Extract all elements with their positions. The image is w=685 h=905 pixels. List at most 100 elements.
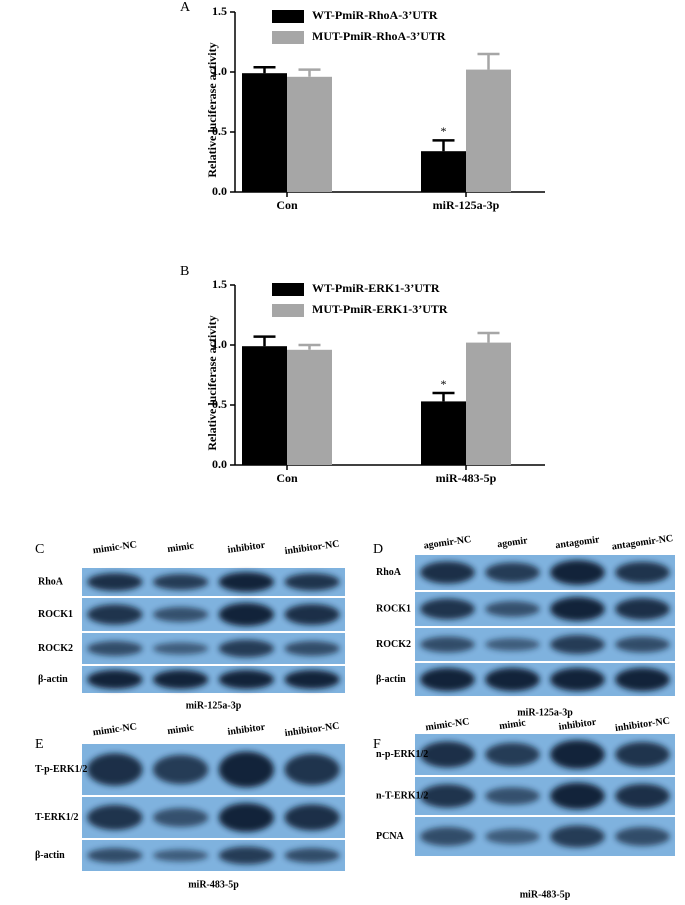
row-label: β-actin [376,674,406,685]
band [485,562,540,583]
band [87,753,143,786]
y-axis-label: Relative luciferase activity [205,42,219,177]
row-label: T-ERK1/2 [35,812,79,823]
y-tick-label: 1.5 [212,4,227,18]
band [284,573,340,591]
band [485,787,540,805]
band [284,753,340,786]
band [284,603,340,626]
legend-label: MUT-PmiR-RhoA-3’UTR [312,29,446,43]
blot-caption: miR-125a-3p [186,700,242,711]
lane-label: inhibitor-NC [284,721,340,740]
band [153,606,209,623]
lane-label: inhibitor [227,540,267,556]
band [153,808,209,827]
panel-label: D [373,542,383,557]
lane-label: mimic-NC [92,721,138,738]
x-tick-label: miR-483-5p [436,471,497,485]
band [615,636,670,653]
band [153,669,209,690]
error-bar [298,343,321,350]
bar [421,151,466,192]
band [550,597,605,621]
band [485,828,540,845]
row-label: ROCK1 [376,603,411,614]
error-bar [477,52,500,70]
band [550,782,605,810]
lane-label: antagomir [555,534,601,551]
band [615,741,670,768]
y-tick-label: 0.5 [212,397,227,411]
band [87,669,143,690]
y-tick-label: 1.0 [212,64,227,78]
x-tick-label: Con [276,471,298,485]
blot-caption: miR-483-5p [188,879,239,890]
band [87,604,143,625]
bar [421,401,466,465]
y-tick-label: 1.0 [212,337,227,351]
lane-label: inhibitor-NC [614,716,670,735]
bar [287,349,332,465]
legend-swatch [272,10,304,23]
row-label: RhoA [38,576,64,587]
band [615,561,670,584]
annotation: * [441,124,447,138]
row-label: ROCK2 [376,639,411,650]
row-label: β-actin [35,850,65,861]
panel-label: C [35,542,44,557]
band [485,667,540,692]
panel-label: B [180,264,189,279]
row-label: T-p-ERK1/2 [35,764,87,775]
band [218,751,274,788]
legend-label: WT-PmiR-ERK1-3’UTR [312,281,440,295]
band [420,667,475,692]
band [550,740,605,769]
y-tick-label: 0.0 [212,457,227,471]
bar [287,76,332,192]
panel-label: F [373,737,381,752]
band [218,602,274,627]
band [153,754,209,785]
error-bar [432,391,455,402]
lane-label: mimic [167,722,195,737]
row-label: RhoA [376,567,402,578]
lane-label: mimic [499,717,527,732]
x-tick-label: miR-125a-3p [433,198,500,212]
band [615,667,670,692]
band [284,804,340,831]
legend-swatch [272,283,304,296]
row-label: ROCK2 [38,643,73,654]
lane-label: agomir-NC [423,534,472,552]
band [485,637,540,652]
band [218,846,274,865]
error-bar [253,335,276,347]
blot-caption: miR-483-5p [520,889,571,900]
lane-label: inhibitor-NC [284,539,340,558]
row-label: β-actin [38,674,68,685]
band [420,784,475,808]
band [218,639,274,658]
band [550,825,605,848]
band [284,640,340,657]
bar [242,346,287,465]
annotation: * [441,377,447,391]
band [218,803,274,832]
band [153,849,209,862]
band [87,573,143,591]
bar [242,73,287,192]
y-tick-label: 0.0 [212,184,227,198]
y-tick-label: 1.5 [212,277,227,291]
error-bar [432,139,455,152]
panel-label: E [35,737,44,752]
band [87,804,143,831]
band [615,598,670,620]
band [420,598,475,620]
band [550,560,605,585]
lane-label: mimic [167,540,195,555]
band [420,741,475,768]
legend-label: WT-PmiR-RhoA-3’UTR [312,8,438,22]
row-label: ROCK1 [38,609,73,620]
error-bar [298,68,321,77]
blot-caption: miR-125a-3p [517,707,573,718]
